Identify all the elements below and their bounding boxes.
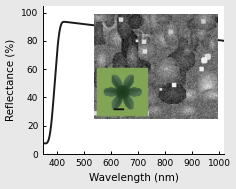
Y-axis label: Reflectance (%): Reflectance (%) — [6, 39, 16, 121]
X-axis label: Wavelength (nm): Wavelength (nm) — [89, 174, 179, 184]
